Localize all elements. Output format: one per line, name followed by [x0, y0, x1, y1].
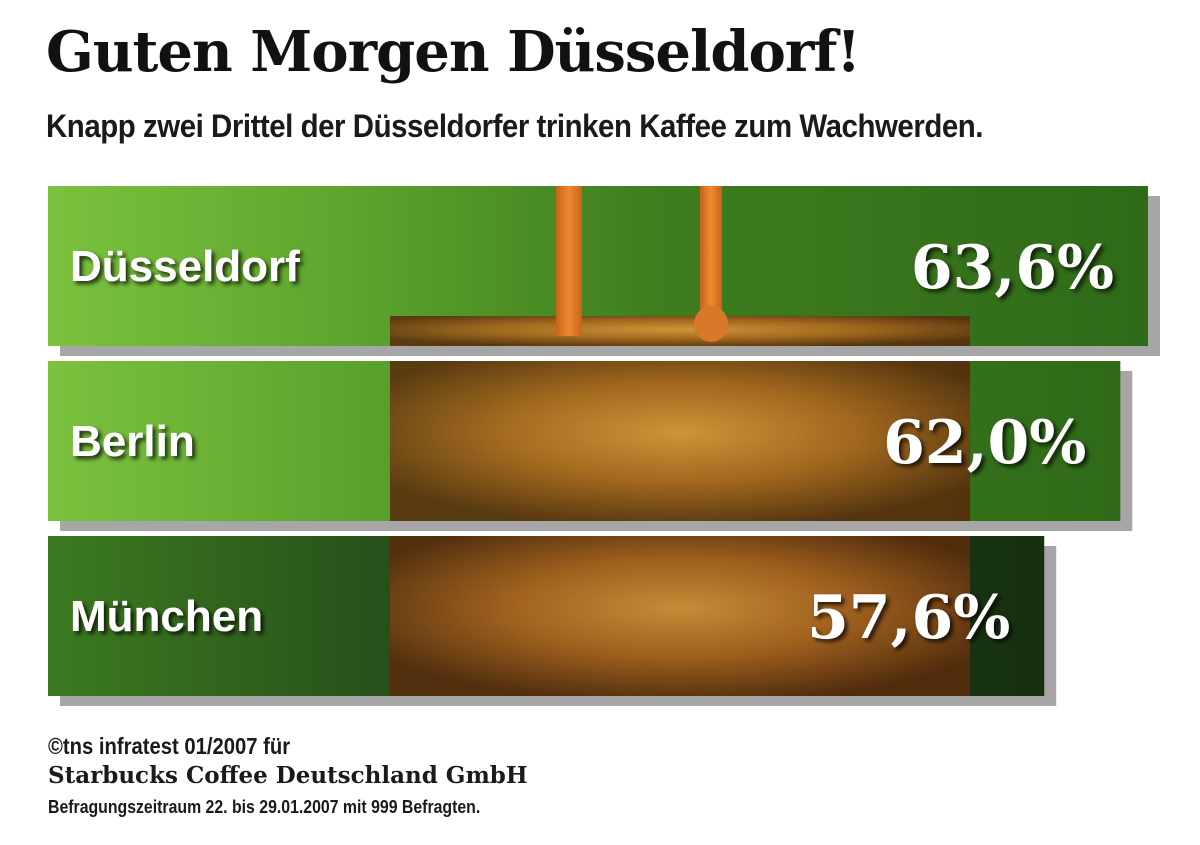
coffee-stream: [556, 186, 582, 336]
survey-period-line: Befragungszeitraum 22. bis 29.01.2007 mi…: [48, 797, 481, 817]
bar-group-1: Berlin 62,0%: [48, 361, 1133, 531]
category-label: Düsseldorf: [70, 242, 300, 291]
bar-group-2: München 57,6%: [48, 536, 1057, 706]
bar-chart: Düsseldorf 63,6% Berlin 62,0% München 57,6%: [48, 186, 1160, 706]
bar-group-0: Düsseldorf 63,6%: [48, 186, 1160, 356]
category-label: Berlin: [70, 417, 195, 466]
coffee-stream: [700, 186, 722, 316]
value-label: 57,6%: [807, 583, 1010, 653]
chart-title: Guten Morgen Düsseldorf!: [46, 19, 861, 85]
value-label: 62,0%: [883, 408, 1086, 478]
category-label: München: [70, 592, 263, 641]
chart-subtitle: Knapp zwei Drittel der Düsseldorfer trin…: [46, 108, 983, 144]
sponsor-line: Starbucks Coffee Deutschland GmbH: [48, 762, 528, 789]
coffee-glass: [390, 361, 970, 521]
coffee-glass: [390, 536, 970, 696]
coffee-glass: [390, 316, 970, 346]
coffee-drop: [694, 306, 728, 342]
source-line: ©tns infratest 01/2007 für: [48, 733, 291, 759]
value-label: 63,6%: [911, 233, 1114, 303]
